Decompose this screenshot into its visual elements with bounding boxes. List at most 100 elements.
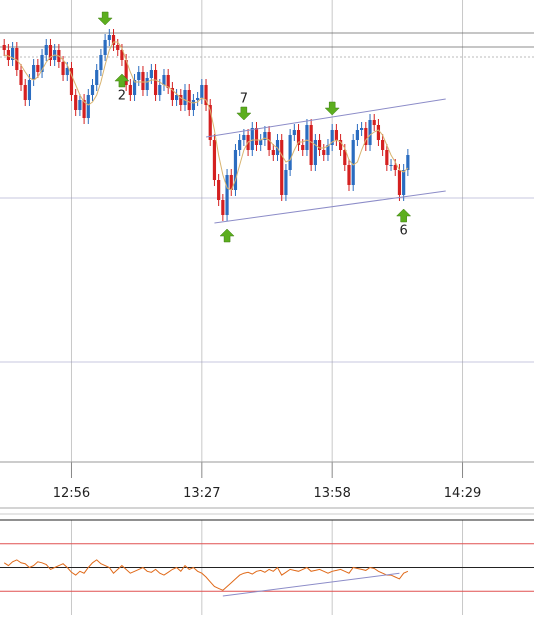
candle-body — [99, 55, 103, 70]
arrow-down — [97, 11, 113, 26]
candle-body — [44, 45, 48, 55]
candle-body — [360, 128, 364, 130]
candle-body — [103, 40, 107, 55]
candle-body — [36, 65, 40, 72]
candle-body — [406, 155, 410, 170]
trend-line — [214, 190, 446, 224]
candle-body — [334, 130, 338, 140]
x-tick-label: 12:56 — [53, 486, 90, 501]
candle-body — [111, 35, 116, 45]
candle-body — [296, 130, 301, 145]
candle-body — [284, 170, 288, 195]
candle-body — [351, 140, 355, 185]
candle-body — [389, 165, 393, 166]
candle-body — [6, 50, 11, 60]
candle-body — [74, 95, 78, 110]
oscillator-line — [3, 559, 409, 591]
candle-body — [179, 95, 183, 105]
candle-body — [217, 180, 221, 200]
candle-body — [301, 145, 305, 150]
candle-body — [149, 70, 153, 78]
x-tick-label: 13:27 — [183, 486, 220, 501]
candle-body — [162, 75, 166, 85]
candle-body — [132, 80, 137, 95]
candle-body — [355, 130, 360, 140]
candle-body — [116, 45, 120, 50]
candle-body — [204, 85, 208, 105]
candle-body — [32, 65, 36, 80]
signal-arrow — [97, 11, 113, 26]
candle-body — [95, 70, 99, 85]
candle-body — [238, 140, 242, 150]
candle-body — [267, 132, 271, 150]
candle-body — [65, 68, 69, 75]
candle-body — [166, 75, 170, 88]
candle-body — [288, 135, 292, 170]
candle-body — [196, 98, 200, 100]
trend-line — [205, 98, 446, 138]
signal-arrow — [324, 101, 340, 116]
signal-label: 7 — [240, 92, 248, 107]
candle-body — [259, 140, 263, 145]
x-tick-label: 13:58 — [313, 486, 350, 501]
candle-body — [263, 132, 267, 140]
candle-body — [385, 150, 389, 165]
candle-body — [212, 140, 217, 180]
signal-arrow — [236, 106, 252, 121]
candle-body — [280, 140, 284, 195]
candle-body — [191, 100, 196, 110]
candle-body — [326, 145, 330, 155]
candle-body — [15, 48, 19, 70]
candle-body — [305, 125, 309, 150]
moving-average — [4, 41, 409, 191]
candle-body — [170, 88, 174, 100]
candle-body — [313, 140, 317, 165]
candle-body — [141, 72, 145, 90]
candle-body — [208, 105, 212, 140]
candle-body — [61, 62, 65, 75]
candle-body — [372, 120, 376, 125]
candle-body — [137, 72, 141, 80]
candle-body — [381, 140, 385, 150]
candle-body — [78, 100, 82, 110]
x-tick-label: 14:29 — [444, 486, 481, 501]
arrow-up — [219, 228, 235, 243]
arrow-down — [324, 101, 340, 116]
candle-body — [338, 140, 343, 150]
candle-body — [309, 125, 313, 165]
candle-body — [153, 70, 158, 95]
candle-body — [107, 35, 111, 40]
candle-body — [19, 70, 23, 85]
candle-body — [69, 68, 74, 95]
arrow-up — [396, 208, 412, 223]
candle-body — [27, 80, 32, 100]
candle-body — [2, 45, 6, 50]
candle-body — [48, 45, 53, 60]
candle-body — [393, 165, 397, 170]
candle-body — [86, 95, 90, 118]
candle-body — [200, 85, 204, 98]
candle-body — [233, 150, 238, 190]
candle-body — [158, 85, 162, 95]
candle-body — [364, 128, 368, 145]
arrow-up — [114, 73, 130, 88]
signal-arrow — [219, 228, 235, 243]
candle-body — [124, 60, 128, 85]
candle-body — [187, 90, 191, 110]
candle-body — [347, 165, 351, 185]
arrow-down — [236, 106, 252, 121]
signal-arrow — [396, 208, 412, 223]
signal-label: 6 — [400, 224, 408, 239]
candle-body — [174, 95, 179, 100]
candle-body — [317, 140, 322, 150]
signal-label: 2 — [118, 89, 126, 104]
candle-body — [330, 130, 334, 145]
candle-body — [183, 90, 187, 105]
candle-body — [221, 200, 225, 215]
candle-body — [376, 125, 381, 140]
candle-body — [145, 78, 149, 90]
candle-body — [40, 55, 44, 72]
candle-body — [292, 130, 296, 135]
